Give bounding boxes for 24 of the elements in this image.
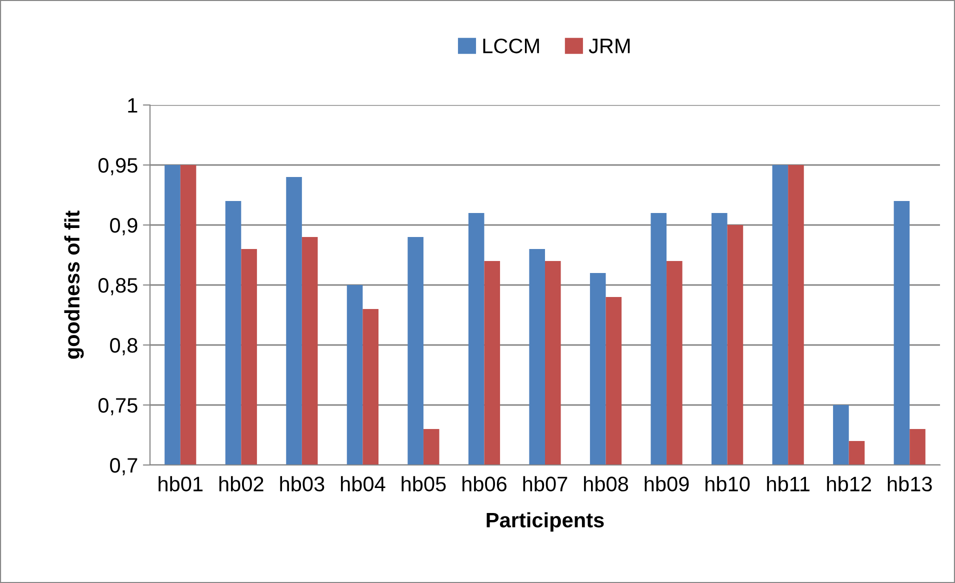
x-tick-label: hb10 xyxy=(706,476,750,492)
x-tick-label: hb04 xyxy=(340,476,386,492)
x-axis-title: Participents xyxy=(486,512,604,532)
x-tick-label: hb07 xyxy=(523,476,568,492)
x-tick-label: hb01 xyxy=(158,476,203,492)
x-tick-label: hb05 xyxy=(402,476,446,492)
y-tick-label: 0,8 xyxy=(110,338,138,356)
x-tick-label: hb12 xyxy=(827,476,871,492)
y-tick-label: 0,75 xyxy=(98,398,138,416)
legend-label: JRM xyxy=(588,38,630,54)
x-tick-label: hb08 xyxy=(584,476,628,492)
y-tick-label: 0,9 xyxy=(110,218,138,236)
x-tick-label: hb13 xyxy=(888,476,932,492)
x-tick-label: hb03 xyxy=(280,476,324,492)
x-tick-label: hb06 xyxy=(462,476,506,492)
x-tick-label: hb02 xyxy=(219,476,264,492)
legend-label: LCCM xyxy=(483,38,539,54)
y-tick-label: 1 xyxy=(128,98,138,113)
y-tick-label: 0,85 xyxy=(98,278,138,296)
x-tick-label: hb09 xyxy=(644,476,689,492)
y-tick-label: 0,7 xyxy=(110,458,138,476)
x-tick-label: hb11 xyxy=(767,476,810,492)
y-tick-label: 0,95 xyxy=(98,158,138,176)
y-axis-title: goodness of fit xyxy=(64,210,84,359)
